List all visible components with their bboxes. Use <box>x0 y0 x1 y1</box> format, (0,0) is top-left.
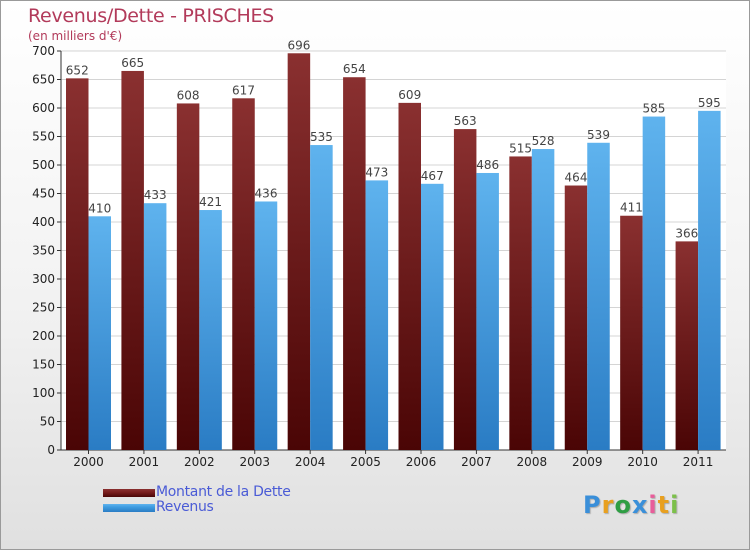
legend-swatch-debt <box>103 489 155 497</box>
logo-letter: P <box>583 491 602 519</box>
logo-letter: i <box>670 491 680 519</box>
y-tick-label: 250 <box>32 301 55 315</box>
data-label: 366 <box>675 226 698 240</box>
data-label: 535 <box>310 130 333 144</box>
bar <box>564 185 588 450</box>
bar <box>254 201 278 450</box>
chart-title: Revenus/Dette - PRISCHES <box>28 5 274 27</box>
data-label: 473 <box>365 165 388 179</box>
grid-lines <box>61 50 726 450</box>
y-tick-label: 400 <box>32 215 55 229</box>
data-label: 595 <box>698 96 721 110</box>
bar <box>121 70 144 450</box>
chart-subtitle: (en milliers d'€) <box>28 29 123 43</box>
bar <box>476 172 499 451</box>
logo-letter: o <box>614 491 632 519</box>
axes <box>57 50 726 454</box>
x-tick-label: 2003 <box>239 455 270 469</box>
data-label: 464 <box>565 171 588 185</box>
y-tick-label: 200 <box>32 329 55 343</box>
data-label: 696 <box>287 38 310 52</box>
logo-letter: r <box>601 491 615 519</box>
y-tick-label: 550 <box>32 130 55 144</box>
data-label: 654 <box>343 62 366 76</box>
x-tick-label: 2006 <box>406 455 437 469</box>
bar <box>398 102 421 451</box>
x-tick-label: 2007 <box>461 455 492 469</box>
logo-letter: x <box>631 491 649 519</box>
y-tick-label: 300 <box>32 272 55 286</box>
legend-label-debt: Montant de la Dette <box>156 484 291 500</box>
data-label: 528 <box>532 134 555 148</box>
y-tick-label: 500 <box>32 158 55 172</box>
bar <box>199 210 222 450</box>
bar <box>698 110 721 450</box>
bar <box>343 77 366 450</box>
x-tick-label: 2009 <box>572 455 603 469</box>
bar <box>587 142 610 450</box>
x-tick-label: 2002 <box>184 455 215 469</box>
data-label: 436 <box>255 186 278 200</box>
y-tick-label: 150 <box>32 358 55 372</box>
y-tick-label: 600 <box>32 101 55 115</box>
data-label: 421 <box>199 195 222 209</box>
bar <box>66 78 89 451</box>
x-tick-label: 2010 <box>627 455 658 469</box>
x-tick-label: 2000 <box>73 455 104 469</box>
bar <box>143 203 167 450</box>
x-tick-label: 2005 <box>350 455 381 469</box>
bar <box>642 116 666 451</box>
bar <box>88 216 111 450</box>
bar <box>176 103 200 450</box>
x-tick-label: 2001 <box>129 455 160 469</box>
bar <box>365 180 389 450</box>
data-label: 410 <box>88 201 111 215</box>
logo-letter: i <box>648 491 658 519</box>
bar <box>620 215 643 450</box>
data-label: 515 <box>509 141 532 155</box>
data-label: 652 <box>66 63 89 77</box>
logo-letter: t <box>657 491 671 519</box>
y-tick-label: 100 <box>32 386 55 400</box>
x-tick-label: 2008 <box>517 455 548 469</box>
bar <box>675 241 699 450</box>
x-tick-label: 2011 <box>683 455 714 469</box>
data-label: 539 <box>587 128 610 142</box>
x-tick-label: 2004 <box>295 455 326 469</box>
y-tick-label: 50 <box>40 415 55 429</box>
data-label: 486 <box>476 158 499 172</box>
data-label: 563 <box>454 114 477 128</box>
data-label: 467 <box>421 169 444 183</box>
bar <box>310 145 333 451</box>
data-label: 585 <box>642 102 665 116</box>
data-labels: 652 410 665 433 608 421 617 436 696 535 654 473 609 4… <box>66 38 721 240</box>
bar <box>531 149 555 451</box>
data-label: 608 <box>177 88 200 102</box>
bars <box>66 53 721 451</box>
bar <box>287 53 311 450</box>
legend-swatch-revenus <box>103 504 155 512</box>
data-label: 617 <box>232 83 255 97</box>
bar <box>232 98 255 450</box>
data-label: 411 <box>620 201 643 215</box>
y-tick-label: 350 <box>32 244 55 258</box>
bar <box>421 183 444 450</box>
bar <box>453 129 477 450</box>
y-tick-label: 450 <box>32 187 55 201</box>
proxiti-logo: Proxiti <box>583 491 679 519</box>
y-tick-label: 650 <box>32 73 55 87</box>
tick-labels: 0 50 100 150 200 250 300 350 400 450 500 550 600 650 7… <box>32 44 713 469</box>
bar <box>509 156 532 450</box>
legend-label-revenus: Revenus <box>156 499 214 515</box>
data-label: 433 <box>144 188 167 202</box>
y-tick-label: 700 <box>32 44 55 58</box>
data-label: 609 <box>398 88 421 102</box>
data-label: 665 <box>121 56 144 70</box>
y-tick-label: 0 <box>47 443 55 457</box>
